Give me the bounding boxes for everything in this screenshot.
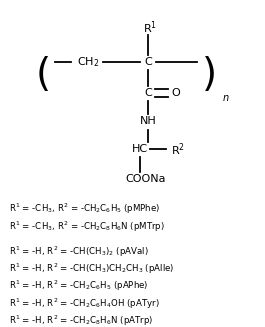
Text: (: ( xyxy=(36,56,51,94)
Text: O: O xyxy=(171,88,180,98)
Text: R$^1$: R$^1$ xyxy=(143,19,157,36)
Text: R$^1$ = -H, R$^2$ = -CH(CH$_3$)$_2$ (pAVal): R$^1$ = -H, R$^2$ = -CH(CH$_3$)$_2$ (pAV… xyxy=(9,244,149,259)
Text: CH$_2$: CH$_2$ xyxy=(77,55,100,69)
Text: R$^1$ = -CH$_3$, R$^2$ = -CH$_2$C$_8$H$_6$N (pMTrp): R$^1$ = -CH$_3$, R$^2$ = -CH$_2$C$_8$H$_… xyxy=(9,219,165,233)
Text: ): ) xyxy=(202,56,217,94)
Text: R$^1$ = -H, R$^2$ = -CH$_2$C$_6$H$_4$OH (pATyr): R$^1$ = -H, R$^2$ = -CH$_2$C$_6$H$_4$OH … xyxy=(9,296,160,311)
Text: R$^1$ = -H, R$^2$ = -CH$_2$C$_6$H$_5$ (pAPhe): R$^1$ = -H, R$^2$ = -CH$_2$C$_6$H$_5$ (p… xyxy=(9,279,149,293)
Text: R$^1$ = -CH$_3$, R$^2$ = -CH$_2$C$_6$H$_5$ (pMPhe): R$^1$ = -CH$_3$, R$^2$ = -CH$_2$C$_6$H$_… xyxy=(9,202,161,216)
Text: R$^2$: R$^2$ xyxy=(171,141,184,158)
Text: COONa: COONa xyxy=(126,174,166,184)
Text: C: C xyxy=(144,88,152,98)
Text: R$^1$ = -H, R$^2$ = -CH$_2$C$_8$H$_6$N (pATrp): R$^1$ = -H, R$^2$ = -CH$_2$C$_8$H$_6$N (… xyxy=(9,314,154,327)
Text: HC: HC xyxy=(132,144,148,154)
Text: $n$: $n$ xyxy=(222,93,229,103)
Text: R$^1$ = -H, R$^2$ = -CH(CH$_3$)CH$_2$CH$_3$ (pAlle): R$^1$ = -H, R$^2$ = -CH(CH$_3$)CH$_2$CH$… xyxy=(9,262,175,276)
Text: C: C xyxy=(144,57,152,67)
Text: NH: NH xyxy=(139,116,156,126)
